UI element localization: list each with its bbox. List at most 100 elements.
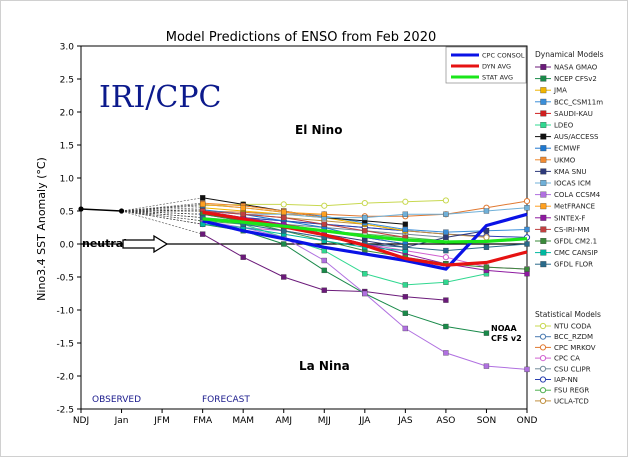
- series-stat-avg: [202, 217, 528, 244]
- data-point: [402, 211, 409, 217]
- data-point: [321, 202, 328, 209]
- legend-label: NASA GMAO: [554, 64, 598, 72]
- legend-swatch-csu-clipr: [539, 365, 547, 372]
- data-point: [362, 290, 368, 297]
- series-cs-iri-mm: [199, 208, 409, 241]
- y-ticks: 3.0 2.5 2.0 1.5 1.0 0.5 0.0 -0.5 -1.0 -1.5 -2.0 -2.…: [56, 43, 81, 416]
- y-tick-label: 0.5: [60, 208, 74, 218]
- fan-line: [121, 210, 203, 218]
- observed-label: OBSERVED: [92, 395, 141, 405]
- data-point: [483, 228, 490, 234]
- y-tick-label: 1.0: [60, 175, 75, 185]
- y-tick-label: -2.0: [56, 373, 74, 383]
- consensus-lines: [202, 210, 528, 271]
- legend-label: CS-IRI-MM: [554, 226, 589, 234]
- legend-label: BCC_CSM11m: [554, 98, 603, 106]
- series-line-cs-iri-mm: [202, 210, 406, 238]
- data-point: [443, 247, 449, 254]
- data-point: [524, 241, 530, 247]
- legend-label: FSU REGR: [554, 387, 589, 395]
- data-point: [483, 330, 490, 336]
- data-point: [321, 211, 327, 217]
- data-point: [240, 205, 246, 211]
- data-point: [199, 231, 206, 237]
- legend-label: NTU CODA: [554, 323, 592, 331]
- data-point: [361, 199, 368, 207]
- series-line-ukmo: [202, 202, 325, 219]
- legend-label: UKMO: [554, 156, 576, 164]
- legend-label: SAUDI-KAU: [554, 110, 593, 118]
- data-point: [240, 254, 246, 260]
- y-axis-label: Nino3.4 SST Anomaly (°C): [35, 157, 48, 301]
- data-point: [402, 221, 409, 227]
- legend-swatch-cpc-ca: [539, 355, 547, 362]
- legend-label: STAT AVG: [482, 74, 513, 82]
- legend-swatch-cola-ccsm4: [540, 191, 547, 198]
- legend-swatch-cpc-mrkov: [539, 344, 547, 351]
- data-point: [281, 274, 287, 280]
- noaa-cfs-label-2: CFS v2: [491, 334, 522, 343]
- legend-label: CPC MRKOV: [554, 344, 596, 352]
- legend-label: CSU CLIPR: [554, 365, 591, 373]
- neutral-marker: neutral: [82, 234, 169, 254]
- data-point: [443, 234, 449, 241]
- legend-label: COLA CCSM4: [554, 191, 601, 199]
- y-tick-label: 0.0: [60, 241, 75, 251]
- legend-swatch-cs-iri-mm: [540, 226, 547, 233]
- data-point: [402, 294, 409, 300]
- statistical-legend: Statistical Models NTU CODA BCC_RZDM CPC M…: [535, 310, 601, 405]
- data-point: [321, 267, 327, 274]
- dynamical-legend-title: Dynamical Models: [535, 50, 604, 59]
- legend-label: IAP-NN: [554, 376, 578, 384]
- y-tick-label: -1.0: [56, 307, 74, 317]
- neutral-arrow-icon: [122, 234, 169, 254]
- data-point: [362, 271, 368, 277]
- observed-fan-lines: [121, 197, 203, 235]
- series-dyn-avg: [202, 210, 528, 267]
- statistical-legend-title: Statistical Models: [535, 310, 601, 319]
- legend-label: CMC CANSIP: [554, 249, 598, 257]
- data-point: [402, 325, 409, 332]
- observed-line: [78, 206, 125, 214]
- legend-swatch-iocas-icm: [540, 180, 547, 186]
- data-point: [483, 208, 490, 214]
- model-lines: [199, 195, 531, 373]
- y-tick-label: 2.0: [60, 109, 75, 119]
- data-point: [281, 209, 287, 215]
- x-tick-label: JFM: [153, 416, 170, 426]
- la-nina-label: La Nina: [299, 359, 350, 373]
- consensus-legend: CPC CONSOL DYN AVG STAT AVG: [445, 46, 527, 84]
- x-tick-label: SON: [477, 416, 497, 426]
- legend-swatch-ukmo: [540, 156, 547, 163]
- x-tick-label: AMJ: [275, 416, 292, 426]
- data-point: [240, 211, 246, 217]
- data-point: [483, 363, 490, 369]
- fan-line: [121, 210, 203, 235]
- legend-swatch-metfrance: [540, 203, 547, 210]
- observed-series-line: [80, 208, 122, 212]
- fan-line: [121, 205, 203, 212]
- fan-line: [121, 204, 203, 212]
- y-tick-label: -1.5: [56, 340, 74, 350]
- data-point: [442, 254, 450, 261]
- fan-line: [121, 210, 203, 215]
- legend-label: ECMWF: [554, 145, 580, 153]
- legend-swatch-kma-snu: [540, 168, 547, 175]
- data-point: [362, 228, 368, 234]
- data-point: [443, 350, 449, 356]
- data-point: [281, 228, 287, 234]
- legend-label: GFDL FLOR: [554, 261, 593, 269]
- fan-line: [121, 210, 203, 225]
- data-point: [199, 201, 206, 208]
- y-tick-label: 2.5: [60, 76, 74, 86]
- data-point: [443, 279, 449, 285]
- legend-swatch-iap-nn: [539, 376, 547, 383]
- legend-swatch-jma: [540, 87, 547, 94]
- legend-label: UCLA-TCD: [554, 397, 589, 405]
- data-point: [524, 366, 530, 373]
- data-point: [199, 195, 206, 201]
- data-point: [402, 198, 409, 205]
- legend-label: NCEP CFSv2: [554, 75, 597, 83]
- observed-point: [118, 208, 125, 214]
- legend-swatch-aus-access: [540, 133, 547, 140]
